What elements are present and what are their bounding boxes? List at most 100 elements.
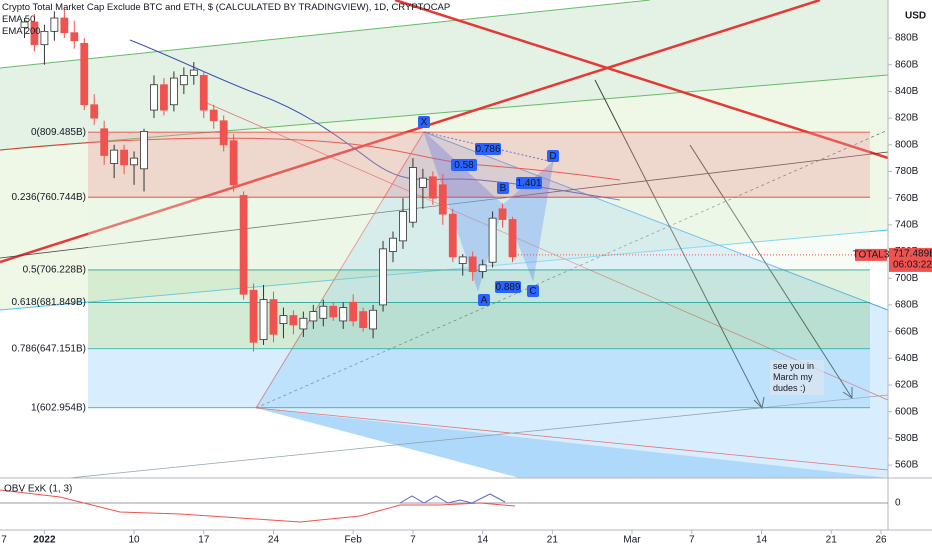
- candle-body: [448, 213, 457, 258]
- ratio-label: 0.786: [475, 144, 500, 155]
- x-tick-label: Feb: [345, 535, 363, 546]
- candle-body: [169, 77, 178, 106]
- x-tick-label: 21: [826, 535, 838, 546]
- symbol-badge: [855, 248, 887, 261]
- candle-body: [478, 264, 487, 272]
- x-tick-label: 17: [198, 535, 210, 546]
- pitchfork-line: [423, 131, 888, 311]
- x-tick-label: 26: [875, 535, 887, 546]
- candle-body: [299, 317, 308, 330]
- y-tick-label: 560B: [895, 460, 919, 471]
- candle-body: [289, 315, 298, 326]
- trend-line: [0, 0, 821, 264]
- symbol-label: TOTAL3: [853, 250, 890, 261]
- candle-body: [379, 248, 387, 306]
- fib-label: 0.786(647.151B): [11, 343, 86, 354]
- y-axis-bg: [888, 0, 932, 550]
- candle-body: [468, 256, 477, 272]
- fib-label: 1(602.954B): [31, 402, 86, 413]
- candle-body: [239, 195, 248, 295]
- x-tick-label: 21: [547, 535, 559, 546]
- fib-label: 0(809.485B): [31, 127, 86, 138]
- x-tick-label: 7: [689, 535, 695, 546]
- y-tick-label: 580B: [895, 433, 919, 444]
- candle-body: [70, 32, 79, 42]
- chart-title: Crypto Total Market Cap Exclude BTC and …: [2, 2, 451, 13]
- candle-body: [389, 237, 397, 252]
- fib-label: 0.236(760.744B): [11, 192, 86, 203]
- candle-body: [60, 17, 69, 34]
- indicator-title: OBV ExK (1, 3): [4, 484, 72, 495]
- candle-body: [120, 149, 128, 166]
- y-tick-label: 700B: [895, 273, 919, 284]
- legend-entry: EMA 200: [2, 26, 41, 37]
- candle-body: [339, 307, 348, 322]
- candle-body: [369, 309, 377, 330]
- candle-body: [359, 311, 368, 329]
- candle-body: [50, 17, 59, 32]
- point-badge: [547, 150, 559, 162]
- point-label: A: [481, 295, 488, 306]
- candle-body: [458, 256, 467, 264]
- candle-body: [229, 140, 238, 186]
- fib-band: [88, 132, 870, 198]
- candle-body: [110, 149, 119, 164]
- channel-line: [0, 74, 888, 151]
- candle-body: [488, 217, 497, 263]
- price-badge: [889, 247, 932, 272]
- y-tick-label: 660B: [895, 326, 919, 337]
- ratio-badge: [516, 177, 542, 189]
- y-tick-label: 860B: [895, 59, 919, 70]
- ratio-badge: [495, 281, 521, 293]
- note: see you in March my dudes :): [770, 360, 824, 395]
- y-unit: USD: [905, 11, 926, 22]
- point-label: D: [549, 151, 556, 162]
- y-tick-label: 600B: [895, 406, 919, 417]
- candle-body: [249, 289, 258, 343]
- candle-body: [219, 120, 228, 146]
- point-label: B: [500, 183, 507, 194]
- x-tick-label: 7: [1, 535, 7, 546]
- candle-body: [349, 301, 358, 322]
- candle-body: [399, 211, 407, 242]
- header: Crypto Total Market Cap Exclude BTC and …: [2, 2, 450, 38]
- trend-line: [394, 0, 888, 160]
- point-badge: [418, 116, 430, 128]
- channel-fill: [0, 0, 888, 150]
- channel-line: [0, 0, 651, 69]
- y-tick-label: 880B: [895, 33, 919, 44]
- candle-body: [140, 131, 148, 170]
- candle-body: [30, 21, 39, 46]
- point-label: C: [529, 286, 536, 297]
- fib-retracement: 0(809.485B) 0.236(760.744B) 0.5(706.228B) 0…: [11, 127, 870, 413]
- trend-line: [65, 394, 888, 478]
- candle-body: [428, 176, 437, 199]
- fib-band: [88, 197, 870, 270]
- fib-band: [88, 302, 870, 349]
- y-tick-label: 680B: [895, 300, 919, 311]
- candle-body: [40, 30, 49, 46]
- pitchfork-fill: [256, 408, 888, 478]
- indicator-tick-label: 0: [895, 498, 901, 509]
- arrow: [689, 144, 853, 399]
- candle-body: [259, 299, 268, 341]
- candle-body: [409, 167, 417, 223]
- candle-body: [418, 177, 427, 188]
- candle-body: [130, 157, 138, 166]
- candle-body: [269, 299, 278, 335]
- y-tick-label: 840B: [895, 86, 919, 97]
- y-tick-label: 780B: [895, 166, 919, 177]
- candle-body: [438, 184, 447, 215]
- y-tick-label: 640B: [895, 353, 919, 364]
- indicator-line: [0, 489, 516, 523]
- candle-body: [319, 305, 328, 319]
- candle-body: [100, 128, 109, 156]
- candle-body: [179, 74, 188, 86]
- point-label: X: [421, 117, 428, 128]
- candle-body: [80, 42, 89, 106]
- candle-body: [279, 315, 288, 325]
- ema-line: [0, 137, 621, 181]
- candle-body: [160, 84, 168, 111]
